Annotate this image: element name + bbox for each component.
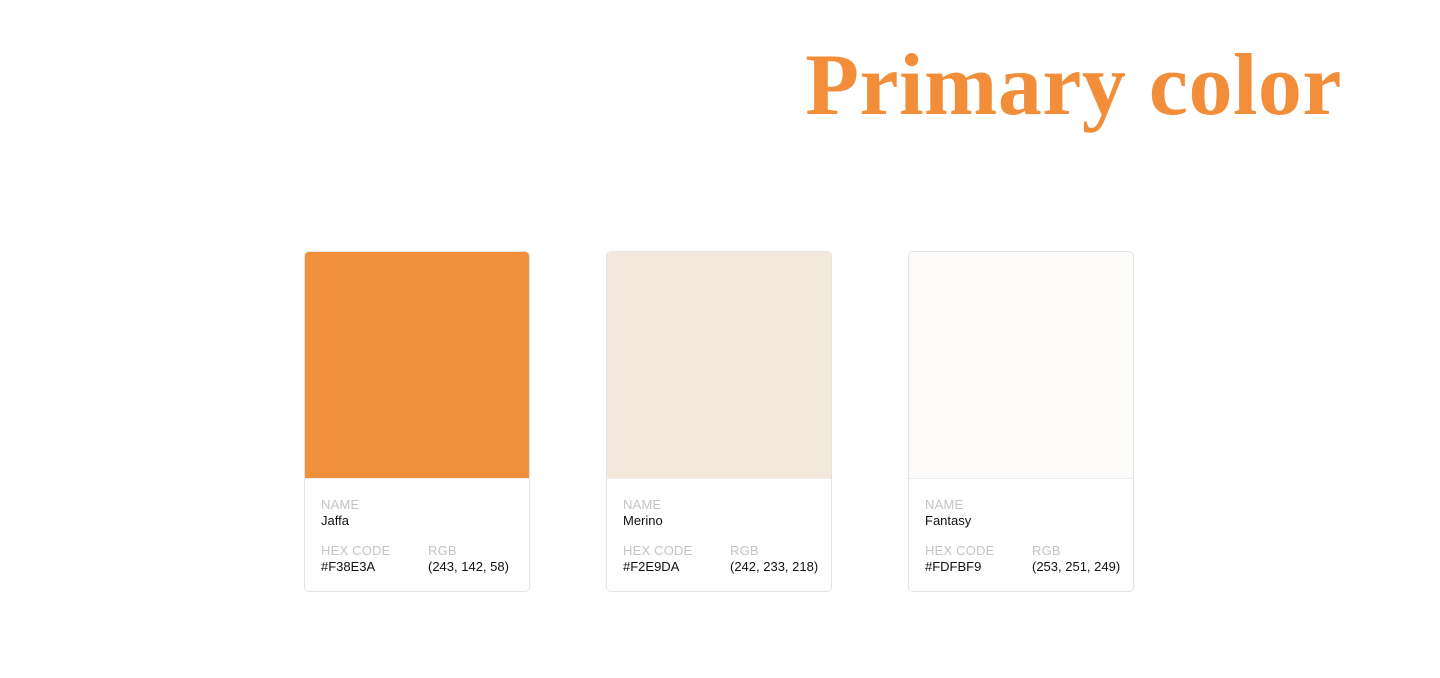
hex-code-value: #F38E3A — [321, 559, 376, 574]
color-name: Jaffa — [321, 513, 349, 528]
rgb-value: (253, 251, 249) — [1032, 559, 1121, 574]
color-card-jaffa: NAME Jaffa HEX CODE #F38E3A RGB (243, 14… — [304, 251, 530, 592]
color-card-list: NAME Jaffa HEX CODE #F38E3A RGB (243, 14… — [304, 251, 1136, 594]
hex-code-label: HEX CODE — [623, 543, 693, 558]
color-swatch — [909, 252, 1133, 479]
name-label: NAME — [925, 497, 964, 512]
color-info: NAME Jaffa HEX CODE #F38E3A RGB (243, 14… — [305, 479, 529, 591]
rgb-label: RGB — [428, 543, 457, 558]
color-info: NAME Fantasy HEX CODE #FDFBF9 RGB (253, … — [909, 479, 1133, 591]
name-label: NAME — [623, 497, 662, 512]
name-label: NAME — [321, 497, 360, 512]
color-card-fantasy: NAME Fantasy HEX CODE #FDFBF9 RGB (253, … — [908, 251, 1134, 592]
color-swatch — [305, 252, 529, 479]
hex-code-value: #F2E9DA — [623, 559, 680, 574]
rgb-value: (243, 142, 58) — [428, 559, 509, 574]
hex-code-label: HEX CODE — [321, 543, 391, 558]
color-info: NAME Merino HEX CODE #F2E9DA RGB (242, 2… — [607, 479, 831, 591]
color-name: Merino — [623, 513, 663, 528]
rgb-label: RGB — [1032, 543, 1061, 558]
color-swatch — [607, 252, 831, 479]
color-name: Fantasy — [925, 513, 972, 528]
color-card-merino: NAME Merino HEX CODE #F2E9DA RGB (242, 2… — [606, 251, 832, 592]
page-title: Primary color — [805, 37, 1342, 134]
rgb-label: RGB — [730, 543, 759, 558]
hex-code-label: HEX CODE — [925, 543, 995, 558]
rgb-value: (242, 233, 218) — [730, 559, 819, 574]
hex-code-value: #FDFBF9 — [925, 559, 982, 574]
